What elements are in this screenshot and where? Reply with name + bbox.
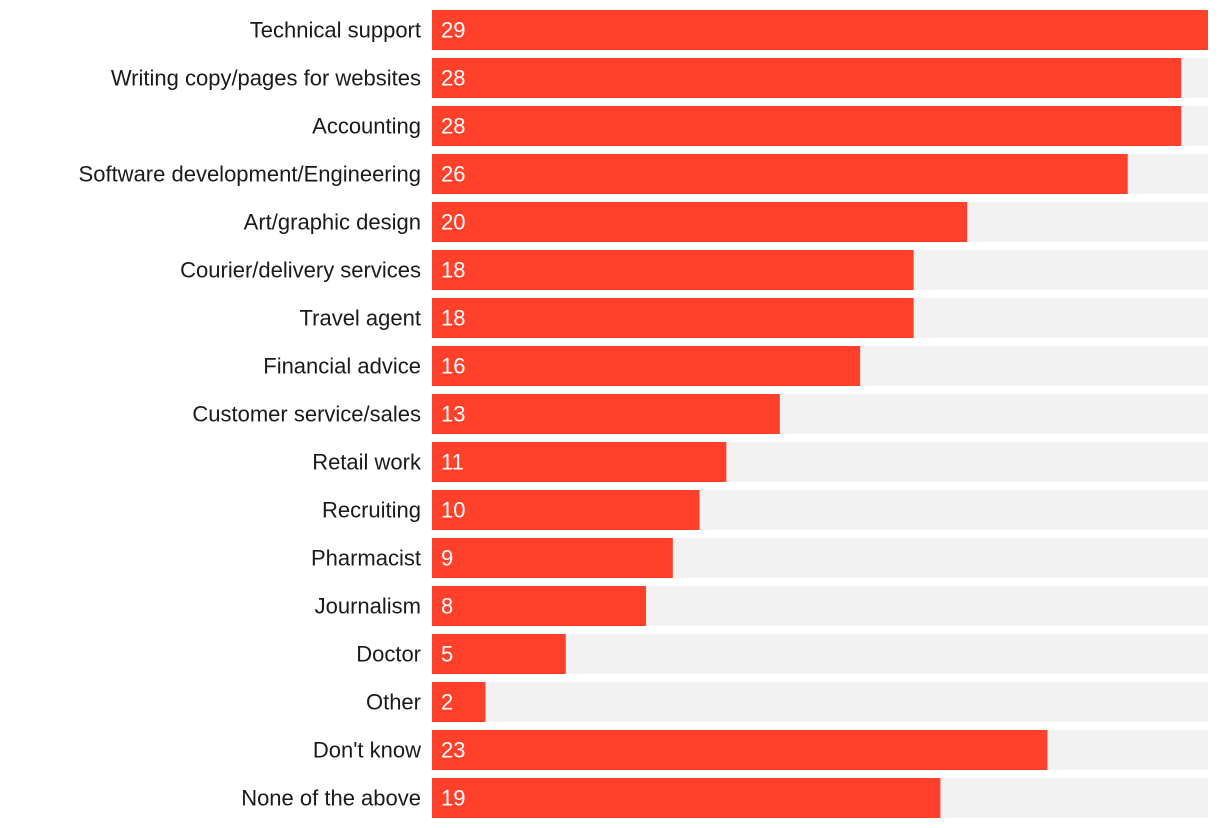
value-label: 5 xyxy=(441,642,453,667)
bar-row-don-t-know: Don't know 23 xyxy=(313,730,1208,770)
bar-row-retail-work: Retail work 11 xyxy=(312,442,1208,482)
category-label: Recruiting xyxy=(322,498,421,523)
bar-row-art-graphic-design: Art/graphic design 20 xyxy=(244,202,1208,242)
category-label: None of the above xyxy=(241,786,421,811)
category-label: Don't know xyxy=(313,738,421,763)
category-label: Pharmacist xyxy=(311,546,421,571)
category-label: Retail work xyxy=(312,450,422,475)
bar-row-travel-agent: Travel agent 18 xyxy=(300,298,1208,338)
bar-other xyxy=(432,682,486,722)
bar-none-of-the-above xyxy=(432,778,941,818)
value-label: 19 xyxy=(441,786,465,811)
bar-software-development-engineering xyxy=(432,154,1128,194)
category-label: Software development/Engineering xyxy=(79,162,421,187)
bar-financial-advice xyxy=(432,346,861,386)
bar-row-none-of-the-above: None of the above 19 xyxy=(241,778,1208,818)
bar-customer-service-sales xyxy=(432,394,780,434)
bar-row-pharmacist: Pharmacist 9 xyxy=(311,538,1208,578)
bar-pharmacist xyxy=(432,538,673,578)
value-label: 10 xyxy=(441,498,465,523)
category-label: Technical support xyxy=(250,18,421,43)
category-label: Travel agent xyxy=(300,306,421,331)
bar-don-t-know xyxy=(432,730,1048,770)
value-label: 29 xyxy=(441,18,465,43)
bar-accounting xyxy=(432,106,1182,146)
value-label: 20 xyxy=(441,210,465,235)
value-label: 28 xyxy=(441,66,465,91)
value-label: 8 xyxy=(441,594,453,619)
bar-row-doctor: Doctor 5 xyxy=(356,634,1208,674)
value-label: 18 xyxy=(441,258,465,283)
bar-retail-work xyxy=(432,442,727,482)
bar-row-journalism: Journalism 8 xyxy=(315,586,1208,626)
bar-courier-delivery-services xyxy=(432,250,914,290)
category-label: Doctor xyxy=(356,642,421,667)
bar-journalism xyxy=(432,586,647,626)
value-label: 26 xyxy=(441,162,465,187)
bar-travel-agent xyxy=(432,298,914,338)
category-label: Art/graphic design xyxy=(244,210,421,235)
bar-technical-support xyxy=(432,10,1208,50)
category-label: Financial advice xyxy=(263,354,421,379)
value-label: 18 xyxy=(441,306,465,331)
value-label: 28 xyxy=(441,114,465,139)
value-label: 23 xyxy=(441,738,465,763)
bar-doctor xyxy=(432,634,566,674)
bar-row-technical-support: Technical support 29 xyxy=(250,10,1208,50)
bar-row-courier-delivery-services: Courier/delivery services 18 xyxy=(180,250,1208,290)
category-label: Accounting xyxy=(312,114,421,139)
category-label: Courier/delivery services xyxy=(180,258,421,283)
bar-recruiting xyxy=(432,490,700,530)
value-label: 13 xyxy=(441,402,465,427)
value-label: 9 xyxy=(441,546,453,571)
category-label: Other xyxy=(366,690,421,715)
bar-row-financial-advice: Financial advice 16 xyxy=(263,346,1208,386)
bar-row-software-development-engineering: Software development/Engineering 26 xyxy=(79,154,1208,194)
bar-art-graphic-design xyxy=(432,202,968,242)
bar-track xyxy=(432,682,1208,722)
bar-row-recruiting: Recruiting 10 xyxy=(322,490,1208,530)
bar-row-other: Other 2 xyxy=(366,682,1208,722)
bar-row-writing-copy-pages-for-websites: Writing copy/pages for websites 28 xyxy=(111,58,1208,98)
category-label: Writing copy/pages for websites xyxy=(111,66,421,91)
bar-row-accounting: Accounting 28 xyxy=(312,106,1208,146)
bar-writing-copy-pages-for-websites xyxy=(432,58,1182,98)
value-label: 11 xyxy=(441,450,464,475)
value-label: 16 xyxy=(441,354,465,379)
category-label: Customer service/sales xyxy=(192,402,421,427)
bar-row-customer-service-sales: Customer service/sales 13 xyxy=(192,394,1208,434)
category-label: Journalism xyxy=(315,594,421,619)
value-label: 2 xyxy=(441,690,453,715)
